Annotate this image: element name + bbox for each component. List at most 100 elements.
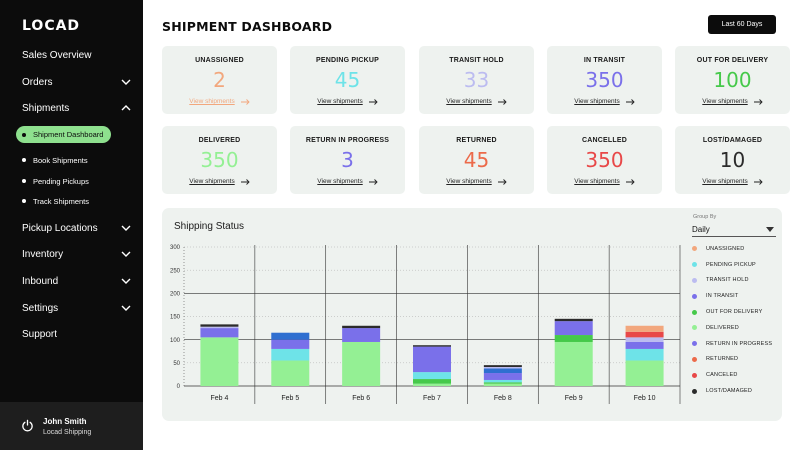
card-label: OUT FOR DELIVERY: [696, 57, 769, 64]
sidebar-item-shipments[interactable]: Shipments: [22, 100, 132, 116]
legend-item[interactable]: LOST/DAMAGED: [692, 383, 772, 399]
sidebar-item-label: Inventory: [22, 248, 64, 260]
status-card-in-transit: IN TRANSIT 350 View shipments: [547, 46, 662, 114]
legend-item[interactable]: RETURNED: [692, 352, 772, 368]
arrow-right-icon: [497, 98, 507, 105]
bar-segment: [625, 341, 664, 349]
app-logo[interactable]: LOCAD: [22, 18, 81, 34]
card-label: PENDING PICKUP: [315, 57, 380, 64]
legend-item[interactable]: UNASSIGNED: [692, 241, 772, 257]
view-shipments-link[interactable]: View shipments: [290, 178, 405, 185]
sidebar-item-label: Inbound: [22, 275, 59, 287]
user-profile[interactable]: John Smith Locad Shipping: [0, 402, 143, 450]
sidebar-item-inbound[interactable]: Inbound: [22, 273, 132, 289]
status-card-return-in-progress: RETURN IN PROGRESS 3 View shipments: [290, 126, 405, 194]
bar-segment: [413, 383, 451, 386]
sidebar-item-sales-overview[interactable]: Sales Overview: [22, 47, 132, 63]
bar-segment: [413, 379, 451, 384]
legend-item[interactable]: PENDING PICKUP: [692, 257, 772, 273]
x-tick-label: Feb 10: [634, 395, 656, 402]
group-by-select[interactable]: Daily: [692, 223, 776, 237]
legend-swatch: [692, 325, 697, 331]
card-label: IN TRANSIT: [583, 57, 626, 64]
power-icon[interactable]: [21, 419, 34, 432]
view-shipments-label: View shipments: [446, 178, 492, 185]
legend-item[interactable]: DELIVERED: [692, 320, 772, 336]
card-label: DELIVERED: [198, 137, 241, 144]
arrow-right-icon: [625, 98, 635, 105]
view-shipments-link[interactable]: View shipments: [547, 98, 662, 105]
legend-label: RETURNED: [706, 356, 739, 363]
card-value: 33: [463, 68, 490, 92]
legend-item[interactable]: CANCELED: [692, 367, 772, 383]
legend-swatch: [692, 309, 697, 315]
legend-label: IN TRANSIT: [706, 293, 739, 300]
bar-segment: [342, 325, 381, 329]
sidebar-subitem-label: Track Shipments: [33, 196, 89, 206]
sidebar-item-label: Settings: [22, 302, 59, 314]
arrow-right-icon: [497, 178, 507, 185]
legend-item[interactable]: RETURN IN PROGRESS: [692, 336, 772, 352]
sidebar-subitem-label: Book Shipments: [33, 155, 88, 165]
card-label: CANCELLED: [582, 137, 627, 144]
card-value: 2: [213, 68, 226, 92]
date-range-button[interactable]: Last 60 Days: [708, 15, 776, 34]
status-card-pending-pickup: PENDING PICKUP 45 View shipments: [290, 46, 405, 114]
sidebar-item-settings[interactable]: Settings: [22, 300, 132, 316]
legend-swatch: [692, 356, 697, 362]
bar-segment: [483, 373, 522, 380]
sidebar-subitem-book-shipments[interactable]: Book Shipments: [22, 153, 88, 167]
bullet-icon: [22, 132, 26, 137]
legend-item[interactable]: IN TRANSIT: [692, 288, 772, 304]
legend-item[interactable]: TRANSIT HOLD: [692, 273, 772, 289]
bar-segment: [483, 382, 522, 384]
card-label: RETURNED: [456, 137, 497, 144]
legend-swatch: [692, 341, 697, 347]
y-tick-label: 100: [170, 338, 181, 344]
chevron-down-icon: [121, 79, 131, 85]
view-shipments-label: View shipments: [189, 98, 235, 105]
sidebar-item-inventory[interactable]: Inventory: [22, 246, 132, 262]
bar-segment: [271, 332, 310, 340]
status-card-cancelled: CANCELLED 350 View shipments: [547, 126, 662, 194]
sidebar-subitem-shipment-dashboard[interactable]: Shipment Dashboard: [16, 126, 112, 143]
view-shipments-link[interactable]: View shipments: [419, 178, 534, 185]
y-tick-label: 250: [170, 268, 181, 274]
x-tick-label: Feb 6: [352, 395, 370, 402]
bar-segment: [483, 379, 522, 383]
y-tick-label: 150: [170, 315, 181, 321]
sidebar-subitem-track-shipments[interactable]: Track Shipments: [22, 194, 89, 208]
legend-item[interactable]: OUT FOR DELIVERY: [692, 304, 772, 320]
bar-segment: [554, 321, 593, 336]
view-shipments-link[interactable]: View shipments: [419, 98, 534, 105]
group-by-label: Group By: [693, 214, 717, 220]
arrow-right-icon: [625, 178, 635, 185]
arrow-right-icon: [368, 98, 378, 105]
view-shipments-link[interactable]: View shipments: [162, 178, 277, 185]
arrow-right-icon: [240, 178, 250, 185]
view-shipments-label: View shipments: [574, 98, 620, 105]
arrow-right-icon: [753, 178, 763, 185]
sidebar-item-pickup-locations[interactable]: Pickup Locations: [22, 220, 132, 236]
chart-panel: [162, 208, 782, 421]
bar-segment: [200, 326, 239, 329]
legend-swatch: [692, 372, 697, 378]
view-shipments-label: View shipments: [317, 178, 363, 185]
sidebar-item-label: Support: [22, 328, 58, 340]
view-shipments-link[interactable]: View shipments: [675, 178, 790, 185]
view-shipments-link[interactable]: View shipments: [675, 98, 790, 105]
card-value: 45: [463, 148, 490, 172]
sidebar-item-support[interactable]: Support: [22, 326, 132, 342]
sidebar-subitem-pending-pickups[interactable]: Pending Pickups: [22, 174, 89, 188]
view-shipments-link[interactable]: View shipments: [290, 98, 405, 105]
y-tick-label: 50: [173, 361, 180, 367]
view-shipments-link[interactable]: View shipments: [547, 178, 662, 185]
status-card-out-for-delivery: OUT FOR DELIVERY 100 View shipments: [675, 46, 790, 114]
view-shipments-label: View shipments: [574, 178, 620, 185]
sidebar-item-orders[interactable]: Orders: [22, 74, 132, 90]
view-shipments-link[interactable]: View shipments: [162, 98, 277, 105]
x-tick-label: Feb 7: [423, 395, 441, 402]
view-shipments-label: View shipments: [702, 178, 748, 185]
legend-swatch: [692, 293, 697, 299]
bar-segment: [483, 367, 522, 369]
